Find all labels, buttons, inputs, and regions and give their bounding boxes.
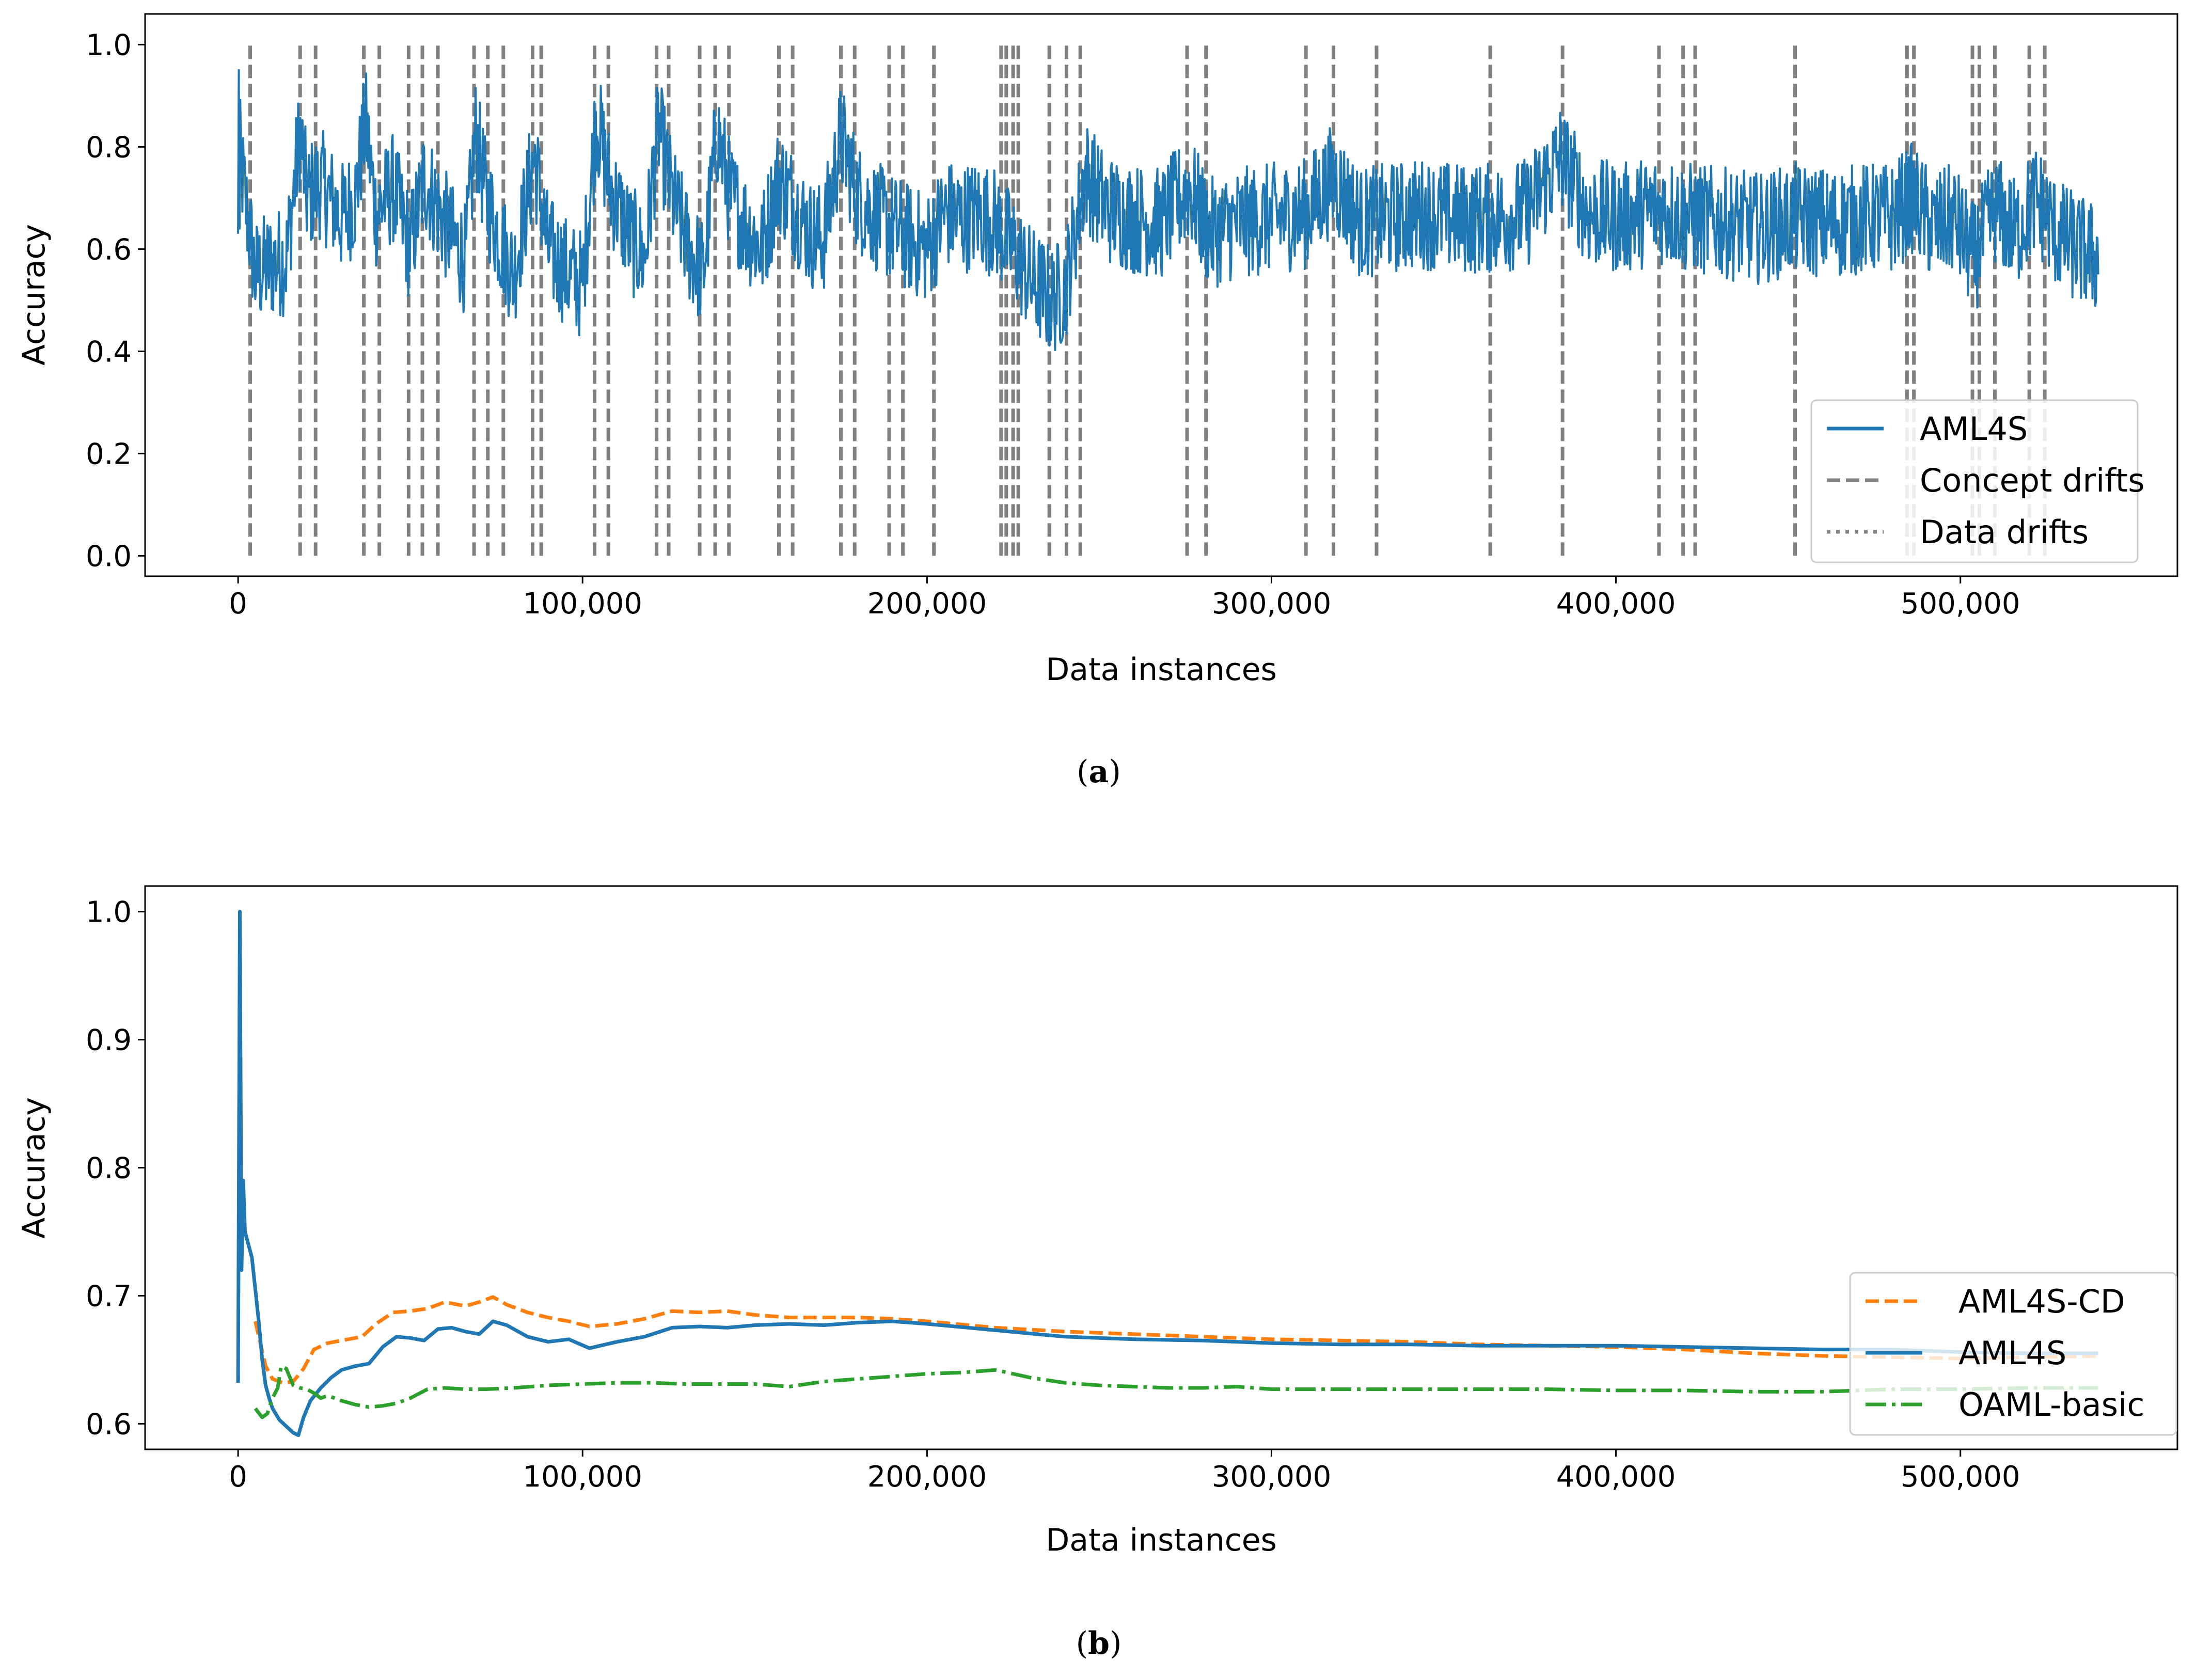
legend-label-aml4s-cd: AML4S-CD xyxy=(1958,1283,2125,1320)
x-tick-label: 200,000 xyxy=(867,587,987,621)
x-tick-label: 500,000 xyxy=(1901,1460,2020,1494)
y-tick-label: 0.2 xyxy=(86,437,132,471)
x-tick-label: 400,000 xyxy=(1556,587,1676,621)
x-tick-label: 400,000 xyxy=(1556,1460,1676,1494)
y-axis-label: Accuracy xyxy=(16,1097,52,1239)
x-tick-label: 0 xyxy=(229,1460,247,1494)
x-tick-label: 0 xyxy=(229,587,247,621)
x-tick-label: 300,000 xyxy=(1212,587,1332,621)
legend-label-aml4s: AML4S xyxy=(1920,410,2028,448)
legend-frame xyxy=(1849,1272,2177,1436)
y-axis-ticks: 0.6 0.7 0.8 0.9 1.0 xyxy=(86,896,145,1441)
panel-caption-b: (b) xyxy=(1076,1625,1122,1662)
y-tick-label: 1.0 xyxy=(86,896,132,929)
y-tick-label: 0.8 xyxy=(86,131,132,164)
y-axis-label: Accuracy xyxy=(16,224,52,366)
x-axis-ticks: 0 100,000 200,000 300,000 400,000 500,000 xyxy=(229,1449,2020,1494)
panel-caption-a: (a) xyxy=(1077,754,1121,790)
y-tick-label: 1.0 xyxy=(86,28,132,62)
concept-drift-lines xyxy=(248,44,2047,556)
legend: AML4S Concept drifts Data drifts xyxy=(1810,399,2145,563)
series-line-aml4s xyxy=(236,910,2098,1437)
y-tick-label: 0.6 xyxy=(86,1408,132,1441)
y-axis-ticks: 0.0 0.2 0.4 0.6 0.8 1.0 xyxy=(86,28,145,573)
x-tick-label: 500,000 xyxy=(1901,587,2020,621)
x-tick-label: 300,000 xyxy=(1212,1460,1332,1494)
x-tick-label: 100,000 xyxy=(523,587,642,621)
plot-area-frame xyxy=(144,885,2178,1450)
series-line-aml4s xyxy=(237,69,2099,352)
y-tick-label: 0.0 xyxy=(86,540,132,573)
x-axis-ticks: 0 100,000 200,000 300,000 400,000 500,000 xyxy=(229,576,2020,621)
legend-frame xyxy=(1810,399,2139,563)
panel-b: 0 100,000 200,000 300,000 400,000 500,000 0.6… xyxy=(16,885,2178,1662)
panel-caption-a-letter: a xyxy=(1089,754,1109,790)
panel-caption-b-letter: b xyxy=(1088,1625,1110,1662)
y-tick-label: 0.9 xyxy=(86,1024,132,1057)
y-tick-label: 0.8 xyxy=(86,1152,132,1186)
plot-area-frame xyxy=(144,13,2178,577)
x-axis-label: Data instances xyxy=(1046,652,1277,688)
legend-label-concept-drifts: Concept drifts xyxy=(1920,462,2145,499)
series-lines xyxy=(236,910,2098,1437)
panel-a: 0 100,000 200,000 300,000 400,000 500,000 0.0… xyxy=(16,13,2178,790)
legend: AML4S-CD AML4S OAML-basic xyxy=(1849,1272,2177,1436)
y-tick-label: 0.7 xyxy=(86,1279,132,1313)
legend-label-aml4s: AML4S xyxy=(1958,1334,2066,1372)
x-axis-label: Data instances xyxy=(1046,1522,1277,1558)
legend-label-data-drifts: Data drifts xyxy=(1920,513,2089,551)
y-tick-label: 0.6 xyxy=(86,233,132,266)
x-tick-label: 100,000 xyxy=(523,1460,642,1494)
x-tick-label: 200,000 xyxy=(867,1460,987,1494)
series-line-oaml-basic xyxy=(254,1364,2098,1419)
series-lines xyxy=(237,69,2099,352)
legend-label-oaml-basic: OAML-basic xyxy=(1958,1386,2144,1424)
series-line-aml4s-cd xyxy=(254,1295,2098,1385)
y-tick-label: 0.4 xyxy=(86,335,132,369)
